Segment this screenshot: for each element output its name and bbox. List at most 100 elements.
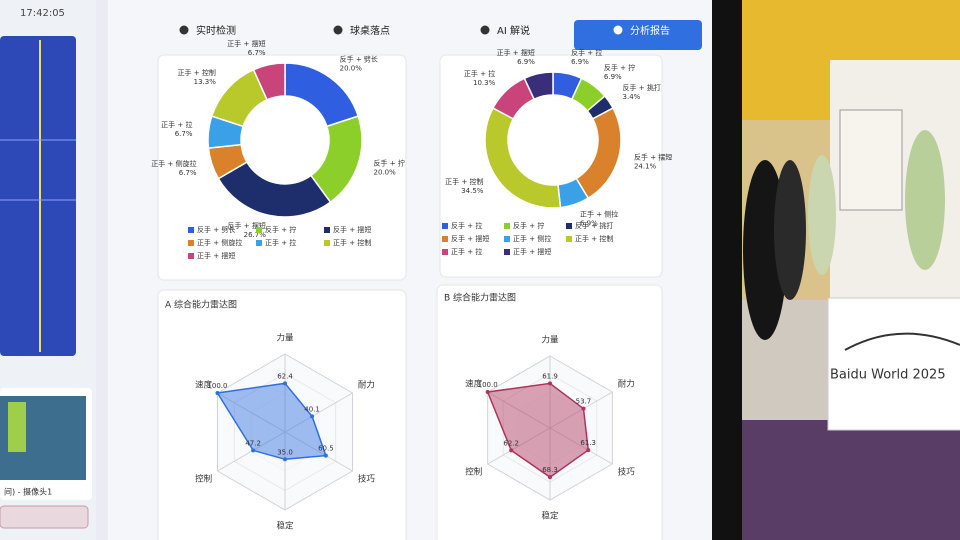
person — [774, 160, 806, 300]
segment-value: 3.4% — [623, 93, 641, 101]
legend-label: 正手 + 拉 — [265, 238, 296, 247]
person — [905, 130, 945, 270]
tab[interactable]: 球桌落点 — [350, 24, 390, 37]
axis-label: 耐力 — [358, 380, 375, 391]
radar-point — [485, 390, 490, 394]
legend-swatch — [442, 236, 448, 242]
segment-label: 正手 + 拉 — [464, 69, 495, 78]
radar-point — [323, 453, 328, 458]
axis-label: 速度 — [195, 380, 213, 391]
axis-label: 技巧 — [358, 474, 376, 485]
segment-label: 正手 + 摆短 — [227, 39, 265, 48]
legend-swatch — [256, 240, 262, 246]
axis-label: 力量 — [276, 333, 294, 344]
tab-icon — [480, 25, 490, 35]
legend-label: 反手 + 摆短 — [333, 225, 371, 234]
player — [8, 402, 26, 452]
clock: 17:42:05 — [20, 8, 65, 19]
axis-label: 控制 — [195, 474, 212, 485]
legend-label: 正手 + 控制 — [333, 238, 371, 247]
tabs: 实时检测 球桌落点 AI 解说 分析报告 — [179, 24, 670, 37]
segment-label: 反手 + 挑打 — [623, 83, 661, 92]
value-label: 62.4 — [277, 372, 293, 380]
radar-title: B 综合能力雷达图 — [444, 292, 516, 304]
legend-swatch — [188, 253, 194, 259]
value-label: 47.2 — [245, 439, 261, 447]
legend-swatch — [442, 223, 448, 229]
tab[interactable]: 实时检测 — [196, 24, 236, 37]
axis-label: 稳定 — [541, 511, 559, 522]
segment-label: 反手 + 拧 — [604, 63, 635, 72]
segment-label: 正手 + 摆短 — [497, 48, 535, 57]
segment-label: 正手 + 侧旋拉 — [151, 159, 196, 168]
legend-swatch — [504, 236, 510, 242]
poster — [839, 109, 903, 211]
legend-label: 反手 + 拧 — [513, 221, 544, 230]
legend-label: 正手 + 控制 — [575, 234, 613, 243]
segment-label: 正手 + 控制 — [445, 177, 483, 186]
legend-label: 反手 + 拉 — [451, 221, 482, 230]
legend-swatch — [256, 227, 262, 233]
sign-board — [827, 297, 960, 431]
segment-label: 反手 + 摆短 — [634, 152, 672, 161]
video-feed — [0, 36, 76, 356]
segment-value: 6.7% — [179, 169, 197, 177]
camera-label: 间) - 摄像头1 — [4, 487, 52, 497]
segment-label: 反手 + 拉 — [571, 48, 602, 57]
segment-value: 13.3% — [194, 78, 217, 86]
sign-arc — [844, 332, 960, 351]
value-label: 61.3 — [580, 439, 596, 447]
segment-value: 6.7% — [175, 130, 193, 138]
radar-axis — [284, 431, 353, 472]
person — [808, 155, 836, 275]
legend-swatch — [324, 240, 330, 246]
radar-axis — [549, 427, 613, 465]
segment-value: 6.9% — [517, 58, 535, 66]
segment-value: 20.0% — [340, 65, 363, 73]
legend-label: 正手 + 侧旋拉 — [197, 238, 242, 247]
legend-swatch — [188, 240, 194, 246]
legend-label: 正手 + 摆短 — [513, 247, 551, 256]
report-button[interactable] — [574, 20, 702, 50]
tab-icon — [179, 25, 189, 35]
radar-axis — [284, 392, 353, 433]
radar-point — [548, 475, 552, 480]
camera-button[interactable] — [0, 505, 89, 529]
legend-label: 反手 + 劈长 — [197, 225, 235, 234]
legend-swatch — [324, 227, 330, 233]
donut-segment — [252, 62, 286, 101]
segment-value: 26.7% — [244, 231, 267, 239]
legend-swatch — [442, 249, 448, 255]
legend-swatch — [566, 223, 572, 229]
value-label: 60.5 — [318, 445, 334, 453]
value-label: 61.9 — [542, 372, 558, 380]
legend-label: 反手 + 摆短 — [451, 234, 489, 243]
radar-point — [509, 448, 514, 453]
tab[interactable]: 分析报告 — [630, 24, 670, 37]
radar-axis — [217, 431, 286, 472]
tab[interactable]: AI 解说 — [497, 24, 530, 37]
radar-point — [310, 414, 315, 419]
axis-label: 稳定 — [276, 521, 294, 532]
bezel — [710, 0, 742, 540]
segment-value: 20.0% — [374, 169, 397, 177]
axis-label: 耐力 — [618, 379, 635, 390]
axis-label: 速度 — [465, 379, 483, 390]
radar-point — [215, 391, 220, 395]
segment-value: 34.5% — [461, 187, 484, 195]
legend-label: 正手 + 拉 — [451, 247, 482, 256]
legend-swatch — [504, 223, 510, 229]
segment-value: 6.9% — [580, 220, 598, 228]
radar-point — [586, 448, 591, 453]
radar-point — [283, 457, 287, 462]
value-label: 100.0 — [478, 381, 498, 389]
segment-value: 10.3% — [473, 79, 496, 87]
radar-axis — [487, 427, 551, 465]
radar-title: A 综合能力雷达图 — [165, 299, 237, 311]
segment-label: 反手 + 摆短 — [228, 221, 266, 230]
legend-swatch — [566, 236, 572, 242]
axis-label: 技巧 — [618, 467, 636, 478]
radar-axis — [549, 391, 613, 429]
segment-label: 反手 + 拧 — [374, 159, 405, 168]
